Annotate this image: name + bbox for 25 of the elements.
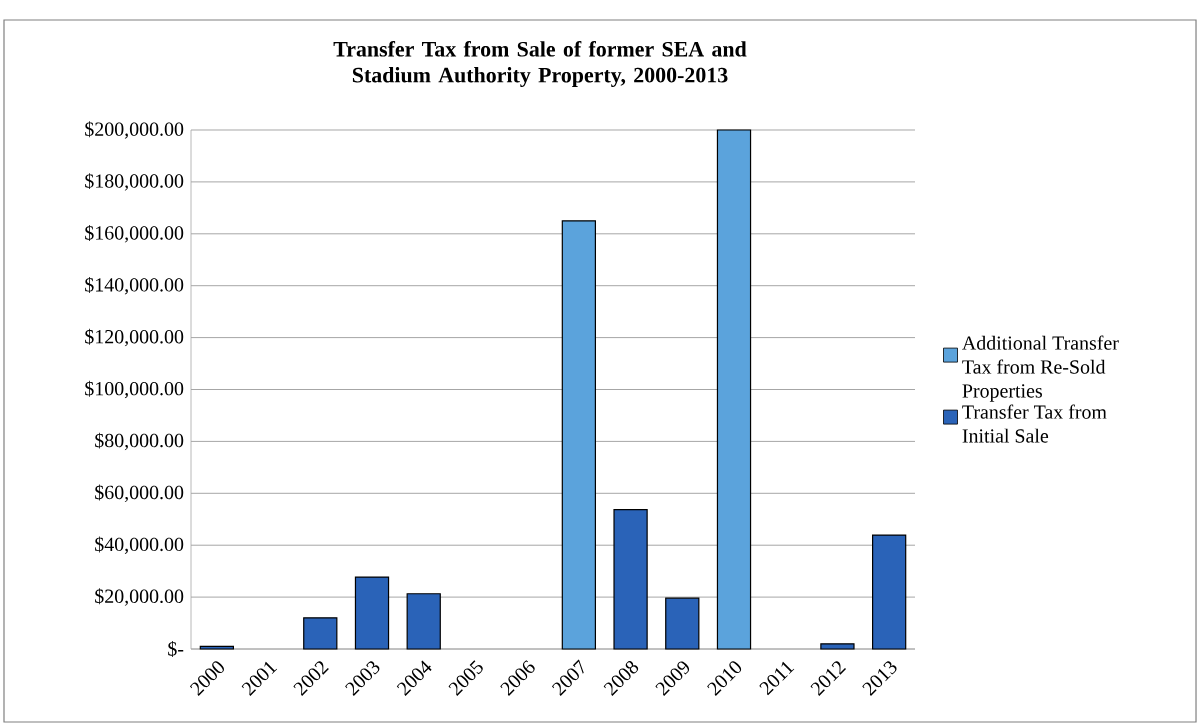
bar: [199, 645, 235, 650]
legend-label: Additional Transfer Tax from Re-Sold Properties: [962, 335, 1119, 402]
y-tick-label: $80,000.00: [95, 432, 184, 451]
y-tick-label: $180,000.00: [85, 173, 184, 191]
bar: [716, 129, 752, 650]
x-tick-label: 2011: [759, 661, 795, 696]
y-tick-label: $60,000.00: [95, 484, 184, 503]
bar: [872, 534, 907, 650]
y-tick-label: $140,000.00: [85, 276, 184, 295]
bar: [561, 220, 597, 650]
bar: [354, 576, 390, 650]
bar: [406, 593, 441, 650]
bar: [820, 643, 855, 650]
y-tick-label: $200,000.00: [85, 121, 184, 139]
y-tick-label: $120,000.00: [85, 328, 184, 347]
bar: [665, 597, 700, 650]
y-tick-label: $40,000.00: [95, 536, 184, 554]
y-tick-label: $20,000.00: [95, 588, 184, 606]
y-tick-label: $100,000.00: [85, 380, 184, 399]
y-tick-label: $160,000.00: [85, 225, 184, 243]
chart-title: Transfer Tax from Sale of former SEA and Stadium Authority Property, 2000-2013: [333, 40, 747, 88]
bar: [613, 509, 648, 650]
bar: [303, 617, 338, 650]
legend-label: Transfer Tax from Initial Sale: [962, 404, 1107, 443]
y-tick-label: $-: [168, 641, 184, 657]
